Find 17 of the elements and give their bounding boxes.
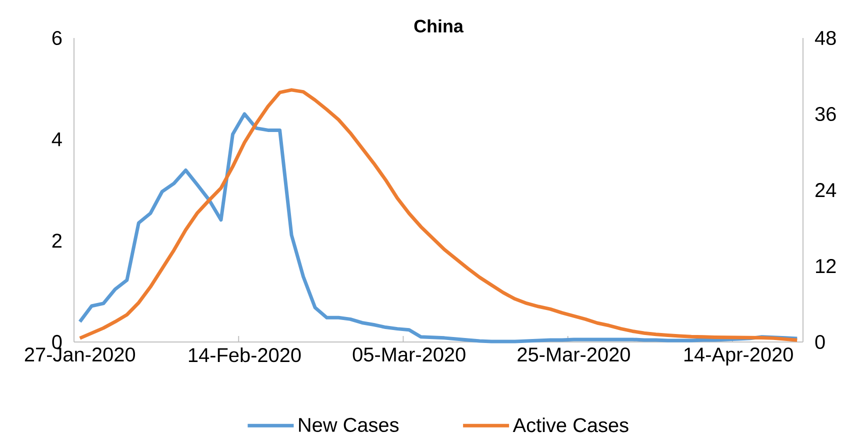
legend-label: New Cases (299, 418, 399, 432)
y2-tick-label: 48 (814, 30, 836, 46)
y2-tick-label: 36 (815, 106, 836, 122)
y-tick-label: 2 (52, 234, 62, 248)
x-tick-label: 14-Feb-2020 (188, 348, 301, 362)
chart-title: China (414, 19, 464, 32)
x-tick-label: 05-Mar-2020 (352, 348, 466, 362)
x-tick-label: 25-Mar-2020 (518, 348, 630, 362)
y-tick-label: 4 (52, 132, 62, 146)
x-tick-label: 27-Jan-2020 (24, 348, 136, 362)
y2-tick-label: 24 (816, 183, 836, 197)
y2-tick-label: 0 (815, 334, 825, 350)
y-tick-label: 6 (52, 30, 62, 46)
y-tick-label: 0 (52, 334, 62, 350)
y2-tick-label: 12 (816, 259, 836, 273)
legend-label: Active Cases (512, 418, 628, 432)
x-tick-label: 14-Apr-2020 (684, 348, 793, 366)
